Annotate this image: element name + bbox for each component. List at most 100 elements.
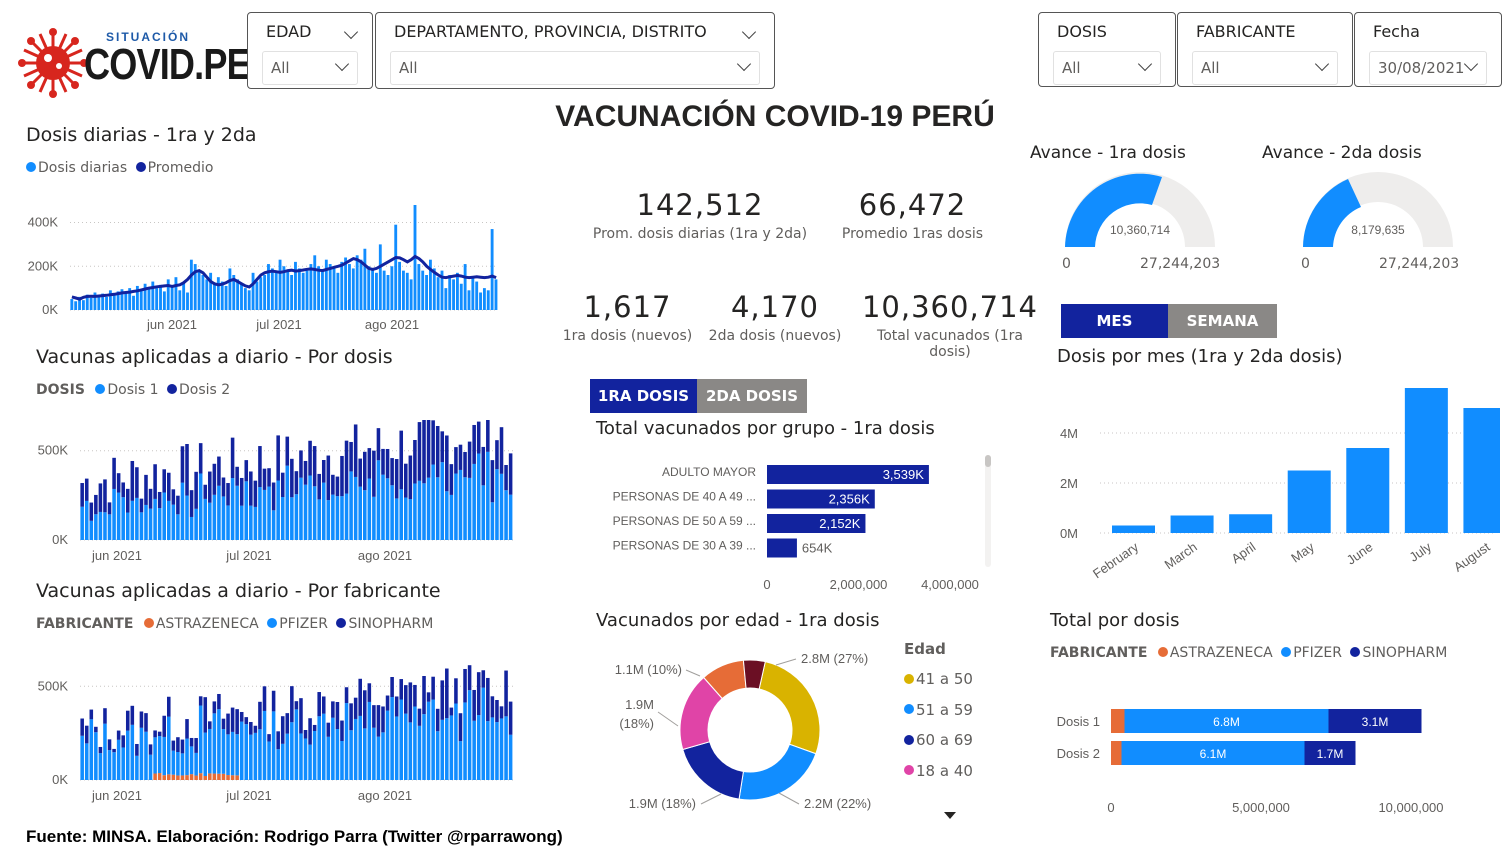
semana-button[interactable]: SEMANA	[1168, 304, 1277, 338]
mes-button[interactable]: MES	[1061, 304, 1168, 338]
bar-dosis2	[167, 472, 171, 501]
pordosis-chart[interactable]: 0K 500K jun 2021 jul 2021 ago 2021	[20, 420, 520, 570]
fecha-dropdown[interactable]: 30/08/2021	[1369, 51, 1487, 85]
region-dropdown[interactable]: All	[390, 51, 760, 85]
dosis-slicer[interactable]: DOSIS All	[1038, 12, 1176, 87]
slice-label: (18%)	[619, 716, 654, 731]
bar	[124, 292, 128, 310]
bar	[359, 259, 363, 310]
bar-dosis1	[490, 502, 495, 540]
legend-item: Dosis 1	[107, 382, 159, 398]
bar-pfizer	[280, 743, 285, 780]
bar	[270, 268, 274, 310]
dosis2-button[interactable]: 2DA DOSIS	[697, 379, 807, 413]
dosis-dropdown[interactable]: All	[1053, 51, 1161, 85]
bar	[274, 272, 278, 310]
bar-sinopharm	[244, 717, 249, 725]
chevron-down-icon[interactable]	[1137, 56, 1153, 72]
chevron-down-icon[interactable]	[1314, 56, 1330, 72]
leader-line	[700, 793, 722, 805]
bar-sinopharm	[490, 696, 495, 718]
bar-sinopharm	[258, 701, 262, 730]
totaldosis-chart[interactable]: Dosis 1 6.8M 3.1M Dosis 2 6.1M 1.7M 0 5,000,000…	[1040, 680, 1500, 820]
legend-item: Dosis 2	[179, 382, 231, 398]
bar-dosis2	[417, 422, 422, 481]
bar-dosis2	[103, 479, 107, 513]
bar	[1404, 388, 1448, 533]
bar	[174, 277, 178, 310]
grupo-chart[interactable]: ADULTO MAYOR 3,539K PERSONAS DE 40 A 49 ..…	[590, 455, 1000, 600]
bar-sinopharm	[394, 696, 399, 717]
data-label: 6.1M	[1200, 747, 1227, 761]
daily-chart[interactable]: 0K 200K 400K jun 2021 jul 2021 ago 2021	[20, 190, 510, 340]
bar-dosis2	[326, 455, 331, 501]
bar-dosis1	[331, 494, 335, 540]
fabricante-slicer[interactable]: FABRICANTE All	[1177, 12, 1353, 87]
bar-sinopharm	[362, 690, 367, 729]
chevron-down-icon[interactable]	[736, 56, 752, 72]
bar	[402, 270, 405, 310]
bar-sinopharm	[112, 748, 116, 753]
bar-dosis2	[385, 448, 390, 479]
bar	[348, 264, 351, 310]
dosis1-button[interactable]: 1RA DOSIS	[590, 379, 697, 413]
bar-dosis2	[317, 473, 321, 500]
y-tick-label: 0K	[52, 532, 68, 547]
bar	[78, 296, 81, 310]
bar-dosis1	[495, 469, 499, 540]
edad-slicer[interactable]: EDAD All	[247, 12, 373, 89]
bar-sinopharm	[353, 697, 358, 719]
bar-pfizer	[162, 736, 166, 776]
bar-sinopharm	[84, 725, 89, 744]
edad-dropdown[interactable]: All	[262, 51, 358, 85]
bar-dosis2	[303, 460, 308, 485]
bar-dosis1	[125, 512, 130, 540]
bar-dosis2	[262, 468, 267, 490]
chevron-down-icon[interactable]	[1463, 56, 1479, 72]
fabricante-dropdown[interactable]: All	[1192, 51, 1338, 85]
bar-pfizer	[390, 697, 394, 780]
bar	[297, 268, 301, 310]
bar-pfizer	[153, 737, 157, 774]
bar-pfizer	[362, 728, 367, 780]
fecha-slicer[interactable]: Fecha 30/08/2021	[1354, 12, 1502, 87]
chevron-down-icon[interactable]	[343, 24, 359, 40]
chevron-down-icon[interactable]	[334, 56, 350, 72]
x-tick-label: 0	[1107, 800, 1114, 815]
bar-sinopharm	[107, 739, 112, 751]
bar-pfizer	[294, 709, 299, 780]
triangle-down-icon[interactable]	[944, 812, 956, 820]
bar-pfizer	[139, 727, 144, 780]
bar	[132, 295, 135, 310]
bar-dosis2	[226, 483, 230, 506]
bar	[213, 283, 216, 310]
bar	[139, 290, 143, 310]
bar-dosis1	[381, 474, 385, 540]
bar-pfizer	[221, 729, 226, 774]
bar-sinopharm	[486, 677, 490, 722]
mes-chart[interactable]: 0M 2M 4M February March April May June July Augus…	[1040, 375, 1500, 590]
bar	[367, 266, 371, 310]
bar-sinopharm	[381, 706, 385, 733]
region-slicer[interactable]: DEPARTAMENTO, PROVINCIA, DISTRITO All	[375, 12, 775, 89]
bar	[178, 290, 182, 310]
bar-dosis1	[486, 451, 490, 540]
bar-dosis2	[294, 471, 299, 495]
bar-dosis2	[481, 446, 486, 486]
chevron-down-icon[interactable]	[741, 24, 757, 40]
bar-dosis1	[262, 489, 267, 540]
bar-dosis1	[276, 480, 280, 540]
porfab-chart[interactable]: 0K 500K jun 2021 jul 2021 ago 2021	[20, 655, 520, 805]
bar-sinopharm	[194, 738, 198, 753]
bar-dosis1	[344, 493, 349, 540]
bar-dosis2	[312, 446, 317, 487]
bar-pfizer	[385, 710, 390, 780]
edad-donut-chart[interactable]: 2.8M (27%) 2.2M (22%) 1.9M (18%) 1.9M (18%) 1…	[596, 640, 896, 820]
bar-dosis1	[454, 473, 458, 540]
x-tick-label: 4,000,000	[921, 577, 979, 592]
bar-dosis1	[153, 498, 157, 540]
bar-dosis1	[176, 514, 180, 540]
bar-sinopharm	[226, 713, 230, 735]
x-tick-label: 0	[763, 577, 770, 592]
bar-sinopharm	[103, 708, 107, 724]
